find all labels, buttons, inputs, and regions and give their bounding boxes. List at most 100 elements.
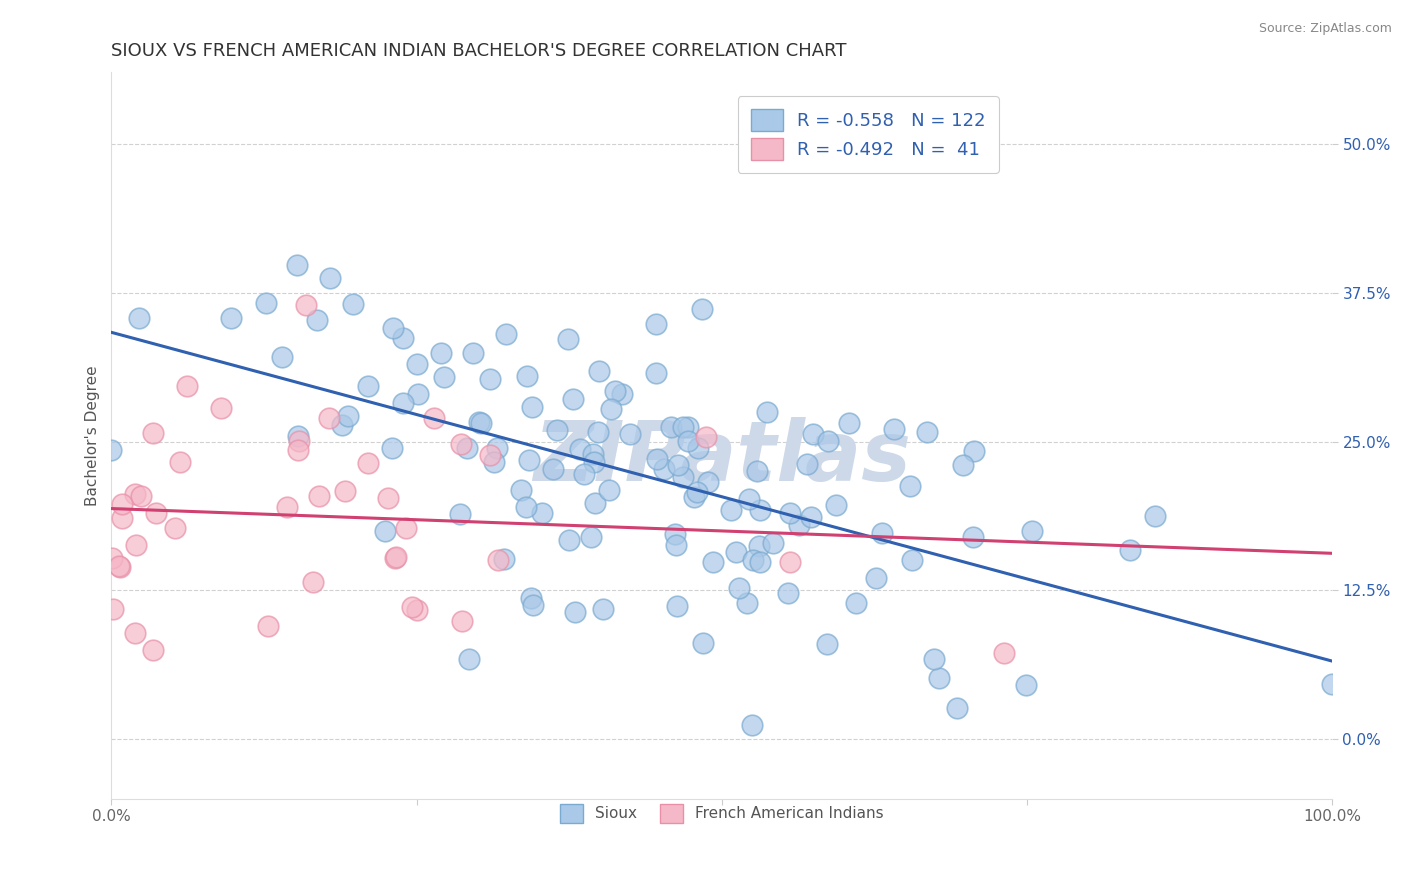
Point (600, 402, 623, 417)
Point (815, 637, 838, 651)
Point (557, 533, 579, 547)
Point (676, 419, 699, 434)
Point (742, 553, 765, 567)
Point (672, 420, 695, 434)
Point (583, 496, 606, 510)
Point (381, 320, 404, 334)
Point (748, 540, 770, 554)
Point (392, 331, 415, 345)
Point (688, 441, 710, 455)
Point (479, 372, 502, 386)
Point (702, 555, 724, 569)
Point (495, 327, 517, 342)
Point (686, 485, 709, 500)
Point (817, 434, 839, 449)
Point (479, 448, 502, 462)
Point (522, 598, 544, 612)
Point (384, 551, 406, 566)
Point (586, 425, 609, 439)
Point (682, 490, 704, 504)
Point (520, 400, 543, 414)
Point (254, 296, 277, 310)
Point (111, 510, 134, 524)
Point (800, 510, 823, 524)
Point (695, 430, 717, 444)
Point (579, 530, 602, 544)
Point (108, 558, 131, 573)
Point (952, 458, 974, 472)
Text: Source: ZipAtlas.com: Source: ZipAtlas.com (1258, 22, 1392, 36)
Point (330, 417, 353, 432)
Point (610, 387, 633, 401)
Point (423, 411, 446, 425)
Point (1014, 678, 1036, 692)
Point (1119, 543, 1142, 558)
Point (468, 415, 491, 429)
Point (644, 317, 666, 331)
Point (100, 551, 122, 566)
Point (515, 500, 537, 514)
Point (458, 652, 481, 666)
Point (287, 442, 309, 457)
Point (574, 467, 596, 481)
Point (928, 671, 950, 685)
Point (915, 425, 938, 439)
Point (564, 605, 586, 619)
Point (962, 530, 984, 544)
Point (588, 364, 610, 378)
Point (900, 479, 922, 493)
Point (557, 332, 579, 346)
Point (676, 434, 699, 448)
Point (456, 441, 478, 455)
Point (492, 552, 515, 566)
Point (395, 521, 418, 535)
Point (257, 619, 280, 633)
Point (287, 429, 309, 443)
Point (305, 313, 328, 327)
Point (665, 599, 688, 613)
Point (145, 506, 167, 520)
Point (741, 718, 763, 732)
Point (111, 497, 134, 511)
Point (486, 553, 509, 567)
Point (738, 491, 761, 506)
Point (333, 484, 356, 499)
Point (672, 470, 695, 484)
Point (870, 525, 893, 540)
Point (665, 538, 688, 552)
Point (720, 503, 742, 517)
Point (647, 451, 669, 466)
Point (406, 387, 429, 401)
Point (598, 483, 620, 497)
Point (342, 297, 364, 311)
Point (755, 405, 778, 419)
Point (377, 491, 399, 505)
Point (406, 603, 429, 617)
Point (308, 489, 330, 503)
Point (727, 581, 749, 595)
Point (692, 636, 714, 650)
Point (582, 447, 605, 461)
Point (451, 614, 474, 628)
Point (406, 357, 429, 371)
Point (169, 455, 191, 469)
Point (883, 422, 905, 436)
Point (659, 420, 682, 434)
Point (285, 258, 308, 272)
Point (100, 442, 122, 457)
Point (124, 626, 146, 640)
Point (165, 520, 187, 534)
Point (318, 410, 340, 425)
Y-axis label: Bachelor's Degree: Bachelor's Degree (86, 366, 100, 506)
Point (562, 392, 585, 406)
Point (430, 346, 453, 360)
Point (276, 500, 298, 514)
Point (270, 350, 292, 364)
Point (125, 538, 148, 552)
Point (664, 527, 686, 541)
Point (619, 427, 641, 442)
Point (787, 518, 810, 533)
Point (486, 441, 509, 455)
Point (374, 524, 396, 538)
Point (963, 444, 986, 458)
